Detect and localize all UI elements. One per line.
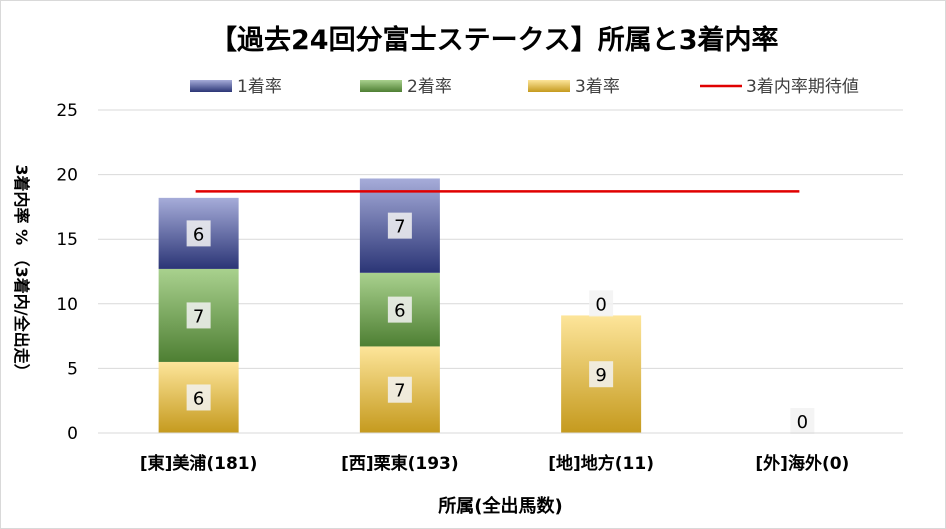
legend-label: 1着率 (237, 77, 282, 97)
x-tick-label: [東]美浦(181) (140, 453, 258, 474)
data-label-box (387, 296, 412, 323)
y-tick-label: 15 (56, 230, 78, 250)
data-label: 6 (193, 388, 204, 409)
data-label: 6 (193, 224, 204, 245)
y-tick-label: 25 (56, 101, 78, 121)
x-tick-label: [西]栗東(193) (341, 453, 459, 474)
data-label: 0 (595, 294, 606, 315)
legend-label: 3着率 (575, 77, 620, 97)
data-label-box (387, 212, 412, 239)
data-label-box (589, 361, 614, 388)
x-axis-title: 所属(全出馬数) (438, 495, 562, 517)
data-label-box (186, 384, 211, 411)
data-label: 0 (797, 412, 808, 433)
data-label-box (186, 302, 211, 329)
y-tick-label: 0 (67, 424, 78, 444)
legend-swatch (528, 80, 570, 92)
chart-title: 【過去24回分富士ステークス】所属と3着内率 (210, 25, 779, 56)
y-tick-label: 20 (56, 166, 78, 186)
legend-swatch (360, 80, 402, 92)
data-label: 9 (595, 365, 606, 386)
data-label-box (589, 290, 614, 317)
legend-label: 2着率 (407, 77, 452, 97)
y-tick-label: 10 (56, 295, 78, 315)
data-label: 7 (394, 217, 405, 238)
y-axis-title: 3着内率 % （3着内/全出走） (12, 164, 31, 379)
data-label-box (790, 408, 815, 434)
x-tick-label: [地]地方(11) (548, 453, 654, 474)
legend-label: 3着内率期待値 (746, 77, 859, 97)
data-label-box (186, 220, 211, 247)
data-label-box (387, 376, 412, 403)
x-tick-label: [外]海外(0) (755, 453, 849, 474)
data-label: 7 (193, 306, 204, 327)
legend-swatch (190, 80, 232, 92)
data-label: 7 (394, 381, 405, 402)
y-tick-label: 5 (67, 359, 78, 379)
data-label: 6 (394, 301, 405, 322)
